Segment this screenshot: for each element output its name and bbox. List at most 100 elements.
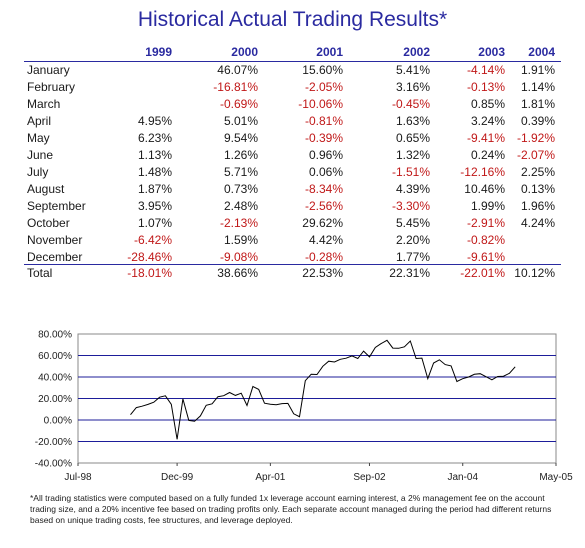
return-cell: -1.92%	[516, 131, 555, 145]
month-label: November	[27, 233, 83, 247]
year-header: 2002	[403, 45, 430, 59]
cumulative-returns-chart: 80.00% 60.00% 40.00% 20.00% 0.00% -20.00% -40.…	[35, 330, 573, 484]
year-header: 2001	[316, 45, 343, 59]
return-cell: 1.32%	[395, 148, 430, 162]
x-tick-label: Jan-04	[447, 472, 478, 483]
total-cell: 22.31%	[389, 266, 430, 280]
return-cell: -9.08%	[219, 250, 258, 264]
y-tick-label: -20.00%	[35, 437, 72, 448]
return-cell: 9.54%	[223, 131, 258, 145]
total-label: Total	[27, 266, 53, 280]
return-cell: -8.34%	[304, 182, 343, 196]
total-divider	[24, 264, 561, 265]
return-cell: -16.81%	[213, 80, 258, 94]
return-cell: 1.87%	[137, 182, 172, 196]
y-tick-label: 20.00%	[38, 394, 72, 405]
return-cell: -2.05%	[304, 80, 343, 94]
return-cell: -2.13%	[219, 216, 258, 230]
return-cell: -0.81%	[304, 114, 343, 128]
month-label: January	[27, 63, 70, 77]
return-cell: 1.91%	[520, 63, 555, 77]
return-cell: 0.85%	[470, 97, 505, 111]
return-cell: 29.62%	[302, 216, 343, 230]
month-label: September	[27, 199, 86, 213]
return-cell: 1.48%	[137, 165, 172, 179]
return-cell: 4.42%	[308, 233, 343, 247]
return-cell: 0.13%	[520, 182, 555, 196]
return-cell: 2.20%	[395, 233, 430, 247]
return-cell: 3.24%	[470, 114, 505, 128]
year-header: 2003	[478, 45, 505, 59]
return-cell: 4.24%	[520, 216, 555, 230]
y-tick-label: 0.00%	[44, 416, 72, 427]
return-cell: -6.42%	[133, 233, 172, 247]
y-tick-label: 40.00%	[38, 373, 72, 384]
return-cell: 1.77%	[395, 250, 430, 264]
total-cell: 10.12%	[514, 266, 555, 280]
return-cell: -3.30%	[391, 199, 430, 213]
return-cell: -2.07%	[516, 148, 555, 162]
return-cell: -1.51%	[391, 165, 430, 179]
month-label: October	[27, 216, 70, 230]
return-cell: 2.25%	[520, 165, 555, 179]
y-tick-label: 80.00%	[38, 330, 72, 341]
month-label: February	[27, 80, 76, 94]
total-cell: -22.01%	[460, 266, 505, 280]
footnote: *All trading statistics were computed ba…	[30, 493, 552, 525]
return-cell: 1.63%	[395, 114, 430, 128]
return-cell: -10.06%	[298, 97, 343, 111]
return-cell: -0.69%	[219, 97, 258, 111]
return-cell: -9.41%	[466, 131, 505, 145]
return-cell: -0.82%	[466, 233, 505, 247]
x-tick-label: Jul-98	[64, 472, 92, 483]
return-cell: 3.95%	[137, 199, 172, 213]
return-cell: 1.07%	[137, 216, 172, 230]
month-label: December	[27, 250, 83, 264]
month-label: June	[27, 148, 54, 162]
return-cell: 4.95%	[137, 114, 172, 128]
return-cell: 1.99%	[470, 199, 505, 213]
return-cell: -0.28%	[304, 250, 343, 264]
total-cell: -18.01%	[127, 266, 172, 280]
year-header: 2000	[231, 45, 258, 59]
month-label: May	[27, 131, 50, 145]
x-tick-label: Sep-02	[353, 472, 386, 483]
total-cell: 22.53%	[302, 266, 343, 280]
return-cell: 1.26%	[223, 148, 258, 162]
y-tick-label: 60.00%	[38, 351, 72, 362]
return-cell: 0.96%	[308, 148, 343, 162]
return-cell: -2.91%	[466, 216, 505, 230]
return-cell: 5.01%	[223, 114, 258, 128]
year-header: 1999	[145, 45, 172, 59]
return-cell: 1.59%	[223, 233, 258, 247]
return-cell: 4.39%	[395, 182, 430, 196]
return-cell: 10.46%	[464, 182, 505, 196]
page-title: Historical Actual Trading Results*	[137, 8, 448, 31]
month-label: July	[27, 165, 49, 179]
return-cell: -12.16%	[460, 165, 505, 179]
return-cell: -2.56%	[304, 199, 343, 213]
year-header: 2004	[528, 45, 555, 59]
return-cell: -0.13%	[466, 80, 505, 94]
return-cell: 1.13%	[137, 148, 172, 162]
return-cell: 1.81%	[520, 97, 555, 111]
month-label: March	[27, 97, 61, 111]
y-tick-label: -40.00%	[35, 459, 72, 470]
return-cell: 46.07%	[217, 63, 258, 77]
return-cell: 1.96%	[520, 199, 555, 213]
return-cell: 5.45%	[395, 216, 430, 230]
return-cell: 6.23%	[137, 131, 172, 145]
return-cell: 0.65%	[395, 131, 430, 145]
return-cell: 15.60%	[302, 63, 343, 77]
return-cell: 0.39%	[520, 114, 555, 128]
return-cell: 1.14%	[520, 80, 555, 94]
return-cell: 3.16%	[395, 80, 430, 94]
month-label: August	[27, 182, 65, 196]
total-cell: 38.66%	[217, 266, 258, 280]
return-cell: 2.48%	[223, 199, 258, 213]
x-tick-label: May-05	[539, 472, 573, 483]
month-label: April	[27, 114, 52, 128]
return-cell: 5.71%	[223, 165, 258, 179]
return-cell: -4.14%	[466, 63, 505, 77]
x-tick-label: Dec-99	[161, 472, 194, 483]
